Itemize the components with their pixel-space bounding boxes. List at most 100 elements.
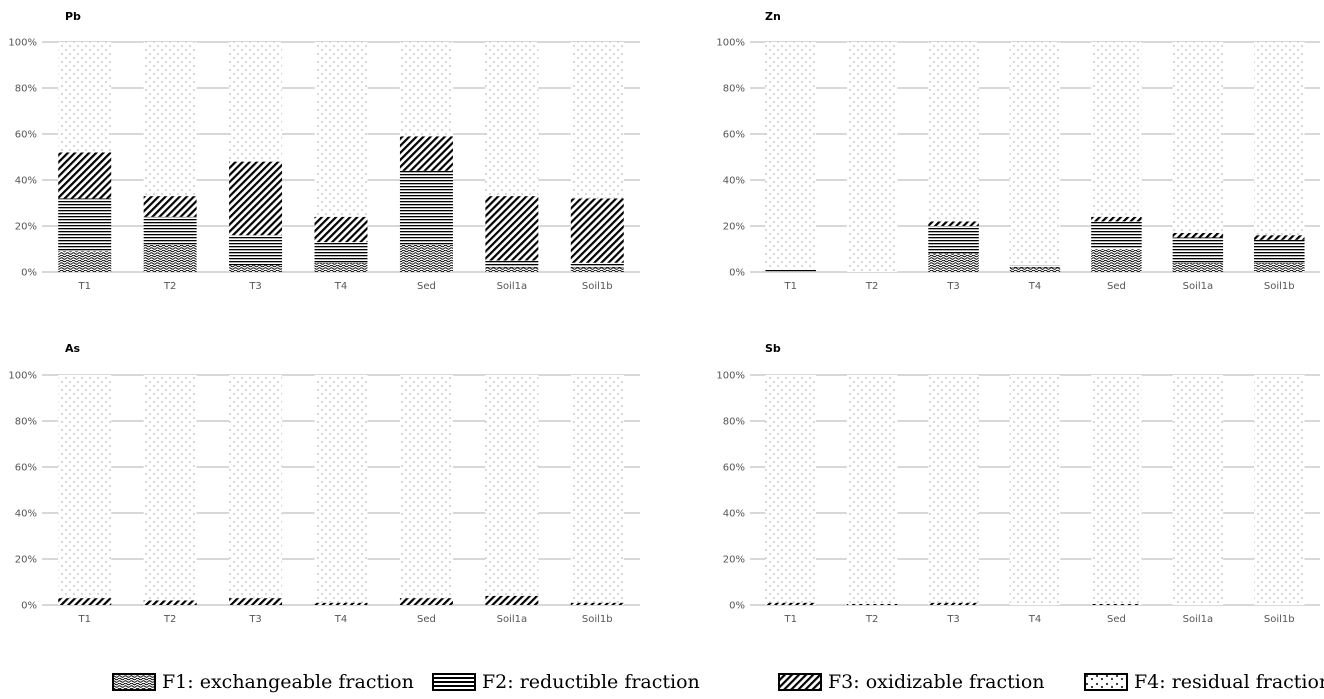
- bar-segment-f4-soil1b: [1254, 42, 1305, 236]
- bar-segment-f3-sed: [399, 598, 453, 605]
- bar-segment-f3-t2: [143, 196, 197, 217]
- bar-segment-f1-t4: [314, 262, 368, 272]
- bar-segment-f3-soil1a: [485, 196, 539, 261]
- chart-zn: Zn 0% 20% 40% 60% 80% 100% T1 T2 T3 T4 Sed Soil1a Soi…: [716, 10, 1320, 292]
- bar-segment-f2-soil1a: [1172, 237, 1224, 263]
- x-tick-label: T4: [1028, 281, 1041, 292]
- legend-item-f3: F3: oxidizable fraction: [778, 669, 1045, 695]
- x-tick-label: T2: [163, 281, 176, 292]
- bar-segment-f4-soil1a: [1172, 42, 1224, 233]
- bar-segment-f4-soil1a: [485, 375, 539, 596]
- x-tick-label: T3: [946, 614, 959, 625]
- y-tick-label: 100%: [8, 371, 37, 382]
- bar-segment-f1-soil1b: [570, 267, 624, 272]
- bar-segment-f1-sed: [399, 244, 453, 272]
- bar-segment-f1-soil1a: [1172, 262, 1224, 272]
- legend-label-f1: F1: exchangeable fraction: [162, 671, 414, 693]
- x-tick-label: T3: [946, 281, 959, 292]
- bar-segment-f4-t2: [846, 42, 898, 272]
- legend-item-f2: F2: reductible fraction: [432, 669, 700, 695]
- y-tick-label: 0%: [729, 601, 745, 612]
- x-tick-label: T4: [1028, 614, 1041, 625]
- y-tick-label: 100%: [716, 371, 745, 382]
- bar-segment-f4-soil1a: [485, 42, 539, 197]
- bar-segment-f4-sed: [1091, 375, 1142, 604]
- y-tick-label: 80%: [723, 417, 745, 428]
- bar-segment-f4-soil1b: [570, 375, 624, 603]
- bar-segment-f4-t4: [314, 42, 368, 217]
- chart-as: As 0% 20% 40% 60% 80% 100% T1 T2 T3 T4 Sed Soil1a Soi…: [8, 342, 640, 625]
- bar-segment-f2-t1: [765, 269, 816, 272]
- y-tick-label: 20%: [723, 555, 745, 566]
- bar-segment-f2-t2: [143, 216, 197, 245]
- bar-segment-f4-t3: [229, 375, 283, 599]
- bar-segment-f3-t4: [314, 602, 368, 605]
- x-tick-label: Soil1a: [1183, 614, 1214, 625]
- bar-segment-f2-soil1b: [1254, 239, 1305, 263]
- bar-segment-f2-sed: [1091, 221, 1142, 249]
- x-tick-label: T2: [865, 614, 878, 625]
- bar-segment-f4-sed: [399, 42, 453, 137]
- x-tick-label: Soil1a: [1183, 281, 1214, 292]
- bar-segment-f2-t3: [928, 226, 979, 254]
- y-tick-label: 40%: [15, 176, 37, 187]
- bar-segment-f4-t4: [1009, 42, 1061, 266]
- x-tick-label: T1: [783, 614, 796, 625]
- bar-segment-f3-soil1a: [485, 595, 539, 605]
- x-tick-label: Sed: [1107, 281, 1126, 292]
- bar-segment-f3-sed: [399, 136, 453, 171]
- bar-segment-f1-soil1a: [485, 267, 539, 272]
- charts-area: Pb 0% 20% 40% 60% 80% 100% T1 T2 T3 T4 Sed Soil1a Soi…: [8, 10, 1320, 625]
- x-tick-label: Sed: [1107, 614, 1126, 625]
- x-tick-label: Soil1b: [582, 614, 613, 625]
- chart-title: Zn: [765, 10, 781, 23]
- bar-segment-f1-t3: [229, 265, 283, 272]
- chart-legend: F1: exchangeable fraction F2: reductible…: [0, 665, 1324, 695]
- bar-segment-f4-t2: [846, 375, 898, 604]
- bar-segment-f4-t3: [229, 42, 283, 162]
- x-tick-label: T1: [77, 614, 90, 625]
- bar-segment-f3-t4: [314, 216, 368, 243]
- x-tick-label: T1: [77, 281, 90, 292]
- f3-swatch-icon: [778, 673, 822, 691]
- x-tick-label: T2: [163, 614, 176, 625]
- y-tick-label: 80%: [723, 84, 745, 95]
- bar-segment-f4-soil1b: [570, 42, 624, 199]
- legend-label-f2: F2: reductible fraction: [482, 671, 700, 693]
- chart-title: As: [65, 342, 81, 355]
- x-tick-label: Soil1b: [1264, 281, 1295, 292]
- y-tick-label: 40%: [723, 509, 745, 520]
- y-tick-label: 60%: [15, 130, 37, 141]
- bar-segment-f3-t1: [58, 152, 112, 199]
- bar-segment-f4-soil1a: [1172, 375, 1224, 605]
- bar-segment-f4-soil1b: [1254, 375, 1305, 605]
- bar-segment-f3-t2: [846, 603, 898, 605]
- y-tick-label: 80%: [15, 417, 37, 428]
- chart-title: Sb: [765, 342, 781, 355]
- bar-segment-f3-t1: [58, 598, 112, 605]
- bar-segment-f4-sed: [399, 375, 453, 599]
- bar-segment-f2-soil1b: [570, 262, 624, 268]
- chart-title: Pb: [65, 10, 81, 23]
- bar-segment-f4-t2: [143, 375, 197, 601]
- bar-segment-f3-soil1b: [570, 602, 624, 605]
- bar-segment-f3-soil1b: [570, 198, 624, 263]
- legend-label-f3: F3: oxidizable fraction: [828, 671, 1045, 693]
- bar-segment-f1-t2: [143, 244, 197, 272]
- bar-segment-f4-t3: [928, 42, 979, 222]
- bar-segment-f4-t1: [765, 375, 816, 603]
- x-tick-label: T3: [248, 281, 261, 292]
- x-tick-label: Soil1b: [582, 281, 613, 292]
- bar-segment-f3-soil1a: [1172, 232, 1224, 238]
- bar-segment-f3-t1: [765, 602, 816, 605]
- bar-segment-f3-t3: [928, 602, 979, 605]
- bar-segment-f1-t1: [58, 251, 112, 272]
- y-tick-label: 0%: [729, 268, 745, 279]
- x-tick-label: Sed: [417, 614, 436, 625]
- y-tick-label: 60%: [723, 463, 745, 474]
- bar-segment-f4-t4: [314, 375, 368, 603]
- y-tick-label: 60%: [723, 130, 745, 141]
- y-tick-label: 20%: [15, 555, 37, 566]
- bar-segment-f1-sed: [1091, 249, 1142, 272]
- legend-item-f4: F4: residual fraction: [1084, 669, 1324, 695]
